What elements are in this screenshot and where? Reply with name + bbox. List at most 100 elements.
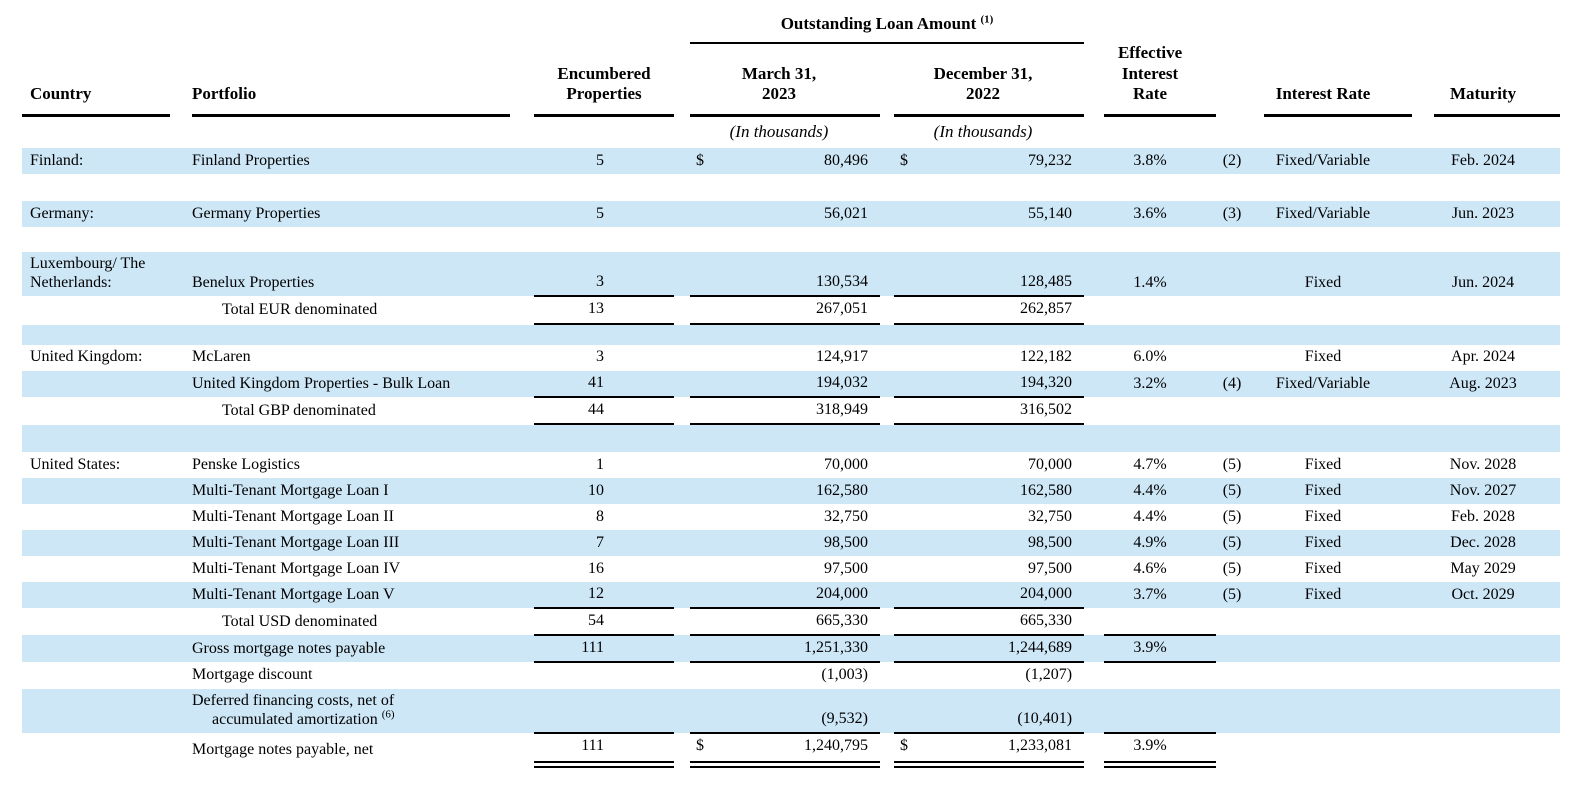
- cell-amount-december-2022: 665,330: [894, 607, 1085, 637]
- cell-amount-march-2023: 194,032: [690, 370, 880, 397]
- spacer-cell: [22, 174, 1560, 201]
- cell-effective-interest-rate: [1104, 397, 1216, 424]
- gap-cell: [1412, 397, 1434, 424]
- cell-interest-rate-type: Fixed/Variable: [1264, 200, 1413, 227]
- gap-cell: [1412, 556, 1434, 582]
- cell-amount-march-2023: 70,000: [824, 455, 868, 473]
- gap-cell: [510, 556, 534, 582]
- gap-cell: [510, 529, 534, 556]
- cell-footnote-ref: (2): [1222, 147, 1257, 174]
- cell-portfolio: Finland Properties: [192, 147, 510, 174]
- gap-cell: [510, 200, 534, 227]
- cell-effective-interest-rate: 3.8%: [1104, 147, 1217, 174]
- gap-cell: [1256, 581, 1265, 609]
- cell-maturity: [1434, 397, 1560, 424]
- cell-country: United States:: [30, 455, 121, 473]
- cell-interest-rate-type: [1264, 635, 1413, 663]
- gap-cell: [1256, 370, 1265, 397]
- table-row: Total USD denominated 54 665,330 665,330: [22, 607, 1560, 637]
- gap-cell: [170, 452, 192, 478]
- cell-amount-december-2022: 316,502: [894, 395, 1085, 425]
- cell-amount-march-2023: 204,000: [690, 581, 880, 609]
- cell-effective-interest-rate: [1104, 296, 1216, 323]
- cell-footnote-ref: (4): [1222, 370, 1257, 397]
- table-row: Gross mortgage notes payable 111 1,251,330…: [22, 635, 1561, 664]
- cell-maturity: Oct. 2029: [1434, 581, 1561, 609]
- cell-interest-rate-type: Fixed: [1264, 529, 1413, 556]
- header-spacer: [1084, 115, 1560, 148]
- gap-cell: [880, 662, 894, 688]
- cell-country: [22, 477, 170, 504]
- gap-cell: [674, 147, 690, 174]
- gap-cell: [1256, 662, 1264, 688]
- cell-maturity: Jun. 2024: [1434, 251, 1561, 297]
- cell-effective-interest-rate: 3.9%: [1104, 635, 1217, 664]
- gap-cell: [510, 581, 534, 609]
- col-header-outstanding-loan-amount: Outstanding Loan Amount (1): [690, 8, 1085, 45]
- cell-amount-december-2022: 70,000: [1028, 455, 1073, 473]
- gap-cell: [170, 635, 192, 663]
- gap-cell: [674, 635, 690, 663]
- cell-encumbered-properties: 111: [534, 733, 674, 769]
- gap-cell: [1216, 635, 1223, 663]
- col-header-encumbered-properties: Encumbered Properties: [534, 43, 674, 117]
- gap-cell: [510, 733, 534, 765]
- cell-interest-rate-type: Fixed/Variable: [1264, 147, 1413, 174]
- header-spacer: [22, 8, 690, 43]
- gap-cell: [510, 397, 534, 424]
- gap-cell: [1084, 581, 1105, 609]
- cell-interest-rate-type: [1264, 733, 1412, 765]
- gap-cell: [1256, 397, 1264, 424]
- gap-cell: [674, 370, 690, 397]
- cell-portfolio: Mortgage notes payable, net: [192, 740, 374, 758]
- gap-cell: [880, 688, 894, 734]
- cell-encumbered-properties: 5: [534, 200, 674, 227]
- gap-cell: [1412, 635, 1435, 663]
- gap-cell: [1084, 200, 1105, 227]
- cell-amount-december-2022: 122,182: [1020, 348, 1073, 366]
- footnote-column-header: [1222, 43, 1256, 115]
- gap-cell: [674, 200, 690, 227]
- gap-cell: [674, 662, 690, 688]
- gap: [510, 43, 534, 115]
- gap-cell: [880, 529, 894, 556]
- cell-country: [22, 397, 170, 424]
- cell-amount-march-2023: 98,500: [690, 529, 880, 556]
- table-row: Finland: Finland Properties 5 $80,496 $79,23…: [22, 147, 1561, 174]
- col-header-december-31-2022: December 31, 2022: [894, 43, 1085, 117]
- gap-cell: [1256, 504, 1264, 530]
- cell-interest-rate-type: Fixed/Variable: [1264, 370, 1413, 397]
- gap-cell: [1412, 688, 1435, 734]
- gap-cell: [1412, 200, 1435, 227]
- cell-amount-december-2022: 128,485: [894, 251, 1085, 297]
- gap-cell: [1412, 733, 1434, 765]
- cell-amount-december-2022: 55,140: [894, 200, 1085, 227]
- cell-footnote-ref: [1222, 688, 1257, 734]
- header-spacer: [22, 115, 690, 148]
- cell-effective-interest-rate: 4.9%: [1104, 529, 1217, 556]
- cell-amount-december-2022: 1,244,689: [894, 635, 1085, 664]
- gap-cell: [1084, 397, 1104, 424]
- table-row: Multi-Tenant Mortgage Loan III 7 98,500 98,…: [22, 529, 1561, 556]
- cell-country: [22, 635, 170, 663]
- gap-cell: [510, 370, 534, 397]
- gap-cell: [1084, 477, 1105, 504]
- cell-footnote-ref: (3): [1222, 200, 1257, 227]
- gap-cell: [1412, 345, 1434, 371]
- gap-cell: [674, 477, 690, 504]
- cell-amount-december-2022: 97,500: [1028, 559, 1073, 577]
- gap-cell: [880, 477, 894, 504]
- cell-interest-rate-type: Fixed: [1264, 251, 1413, 297]
- gap-cell: [674, 397, 690, 424]
- gap-cell: [674, 296, 690, 323]
- cell-country: [22, 529, 170, 556]
- gap-cell: [880, 200, 894, 227]
- cell-effective-interest-rate: 4.7%: [1133, 455, 1167, 473]
- gap-cell: [1084, 251, 1105, 297]
- gap-cell: [1084, 662, 1104, 688]
- cell-effective-interest-rate: [1104, 608, 1217, 637]
- gap-cell: [1256, 733, 1264, 765]
- gap-cell: [510, 345, 534, 371]
- gap-cell: [880, 452, 894, 478]
- cell-encumbered-properties: 1: [596, 455, 604, 473]
